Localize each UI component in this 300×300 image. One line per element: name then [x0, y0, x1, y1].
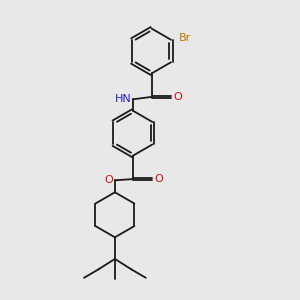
Bar: [173, 92, 182, 101]
Bar: [154, 175, 164, 184]
Text: O: O: [154, 174, 164, 184]
Text: HN: HN: [115, 94, 132, 104]
Bar: [104, 176, 113, 185]
Text: Br: Br: [179, 33, 191, 43]
Text: O: O: [173, 92, 182, 102]
Bar: [178, 34, 193, 43]
Text: O: O: [104, 175, 113, 185]
Bar: [116, 95, 131, 104]
